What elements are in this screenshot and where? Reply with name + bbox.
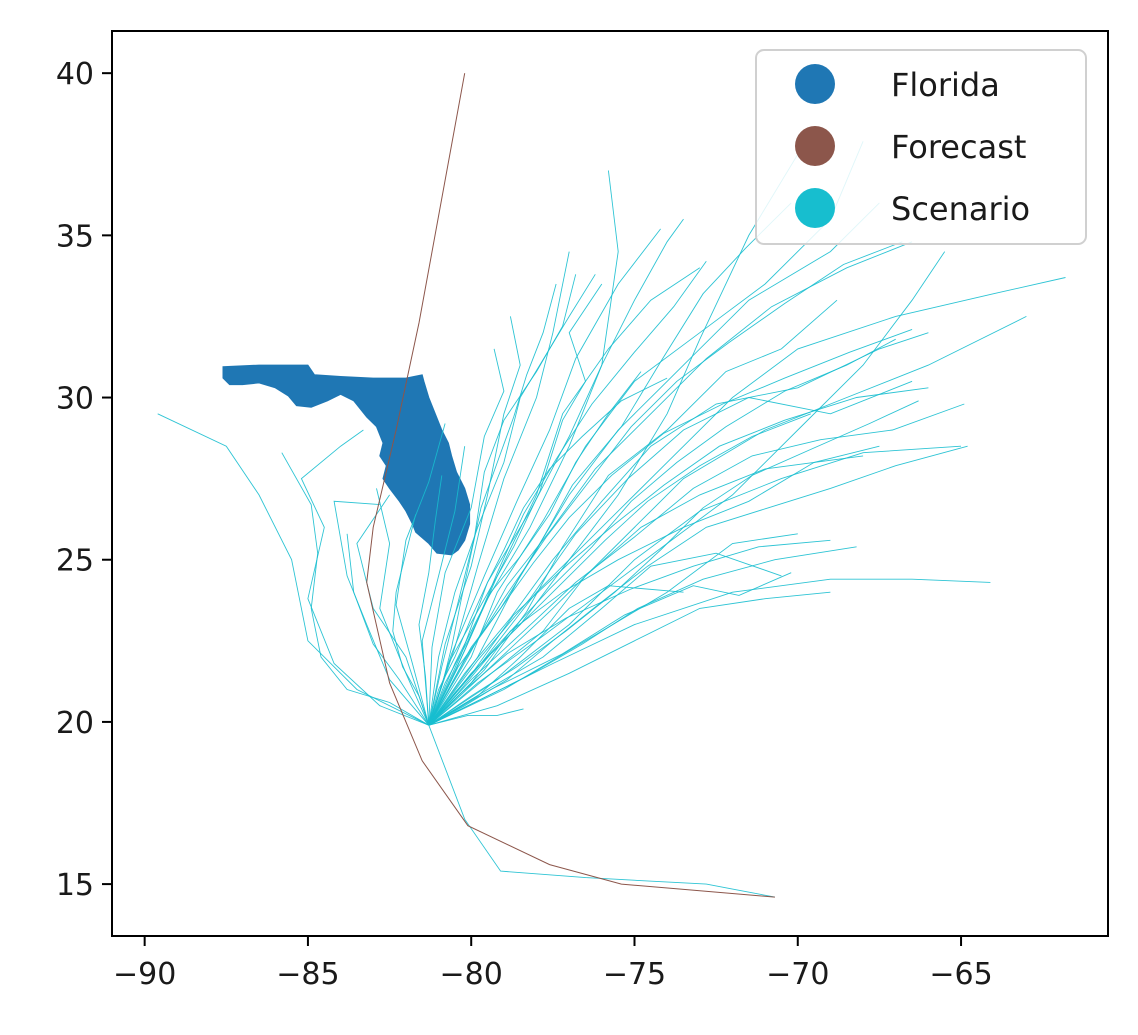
scenario-track-43 bbox=[428, 371, 642, 726]
scenario-track-28 bbox=[428, 380, 913, 726]
scenario-track-48 bbox=[418, 475, 443, 726]
y-tick-label: 40 bbox=[56, 57, 94, 92]
scenario-track-49 bbox=[428, 413, 811, 726]
scenario-track-29 bbox=[428, 241, 913, 726]
plot-area bbox=[111, 30, 1109, 937]
scenario-tracks-layer bbox=[157, 141, 1066, 898]
x-tick-label: −85 bbox=[276, 957, 339, 992]
scenario-track-46 bbox=[428, 445, 968, 726]
scenario-track-1 bbox=[157, 413, 430, 726]
legend-label-florida: Florida bbox=[891, 66, 1000, 104]
x-tick-label: −80 bbox=[440, 957, 503, 992]
scenario-track-35 bbox=[428, 387, 929, 726]
legend-marker-florida bbox=[795, 64, 835, 104]
scenario-track-45 bbox=[428, 546, 857, 726]
scenario-track-19 bbox=[428, 445, 880, 726]
y-tick-label: 35 bbox=[56, 219, 94, 254]
y-tick-label: 20 bbox=[56, 706, 94, 741]
scenario-track-41 bbox=[428, 403, 965, 726]
scenario-track-17 bbox=[428, 552, 782, 726]
scenario-track-10 bbox=[428, 533, 798, 726]
scenario-track-47 bbox=[428, 261, 707, 726]
legend: Florida Forecast Scenario bbox=[755, 49, 1087, 245]
scenario-track-0 bbox=[428, 725, 775, 898]
x-tick-label: −90 bbox=[113, 957, 176, 992]
scenario-track-40 bbox=[428, 539, 831, 726]
scenario-track-27 bbox=[428, 455, 864, 726]
scenario-track-13 bbox=[428, 277, 1066, 726]
x-tick-label: −65 bbox=[929, 957, 992, 992]
scenario-track-22 bbox=[428, 218, 684, 726]
y-tick-label: 30 bbox=[56, 382, 94, 417]
scenario-track-6 bbox=[428, 170, 619, 726]
scenario-track-23 bbox=[428, 316, 521, 726]
scenario-track-39 bbox=[428, 274, 577, 726]
x-tick-label: −75 bbox=[603, 957, 666, 992]
scenario-track-44 bbox=[428, 377, 668, 726]
scenario-track-8 bbox=[428, 251, 946, 726]
scenario-track-50 bbox=[428, 328, 913, 726]
scenario-track-15 bbox=[428, 267, 701, 726]
plot-frame bbox=[111, 30, 1109, 937]
x-tick-label: −70 bbox=[766, 957, 829, 992]
forecast-track-layer bbox=[366, 73, 775, 898]
scenario-track-53 bbox=[428, 708, 524, 726]
y-axis: 15 20 25 30 35 40 bbox=[56, 57, 112, 903]
legend-box bbox=[755, 49, 1087, 245]
y-tick-label: 15 bbox=[56, 868, 94, 903]
scenario-track-54 bbox=[428, 338, 896, 726]
scenario-track-33 bbox=[428, 299, 838, 726]
forecast-track bbox=[366, 73, 775, 898]
scenario-track-55 bbox=[428, 283, 557, 726]
scenario-track-42 bbox=[428, 241, 903, 726]
x-axis: −90 −85 −80 −75 −70 −65 bbox=[113, 936, 993, 992]
legend-label-scenario: Scenario bbox=[891, 190, 1030, 228]
y-tick-label: 25 bbox=[56, 544, 94, 579]
legend-label-forecast: Forecast bbox=[891, 128, 1026, 166]
scenario-track-56 bbox=[428, 400, 919, 726]
scenario-track-12 bbox=[428, 315, 1027, 726]
scenario-track-26 bbox=[428, 591, 831, 726]
scenario-track-52 bbox=[281, 452, 430, 726]
scenario-track-21 bbox=[428, 141, 864, 726]
florida-layer bbox=[222, 364, 471, 556]
florida-shape bbox=[222, 364, 471, 556]
scenario-track-5 bbox=[428, 274, 596, 726]
scenario-track-31 bbox=[428, 348, 505, 726]
scenario-track-32 bbox=[428, 283, 603, 726]
scenario-track-25 bbox=[356, 494, 430, 726]
scenario-track-4 bbox=[376, 488, 430, 726]
scenario-track-38 bbox=[346, 533, 430, 726]
legend-marker-scenario bbox=[795, 188, 835, 228]
legend-marker-forecast bbox=[795, 126, 835, 166]
scenario-track-16 bbox=[428, 251, 570, 726]
scenario-track-9 bbox=[428, 578, 991, 726]
scenario-track-30 bbox=[428, 228, 661, 726]
scenario-track-51 bbox=[392, 514, 430, 726]
